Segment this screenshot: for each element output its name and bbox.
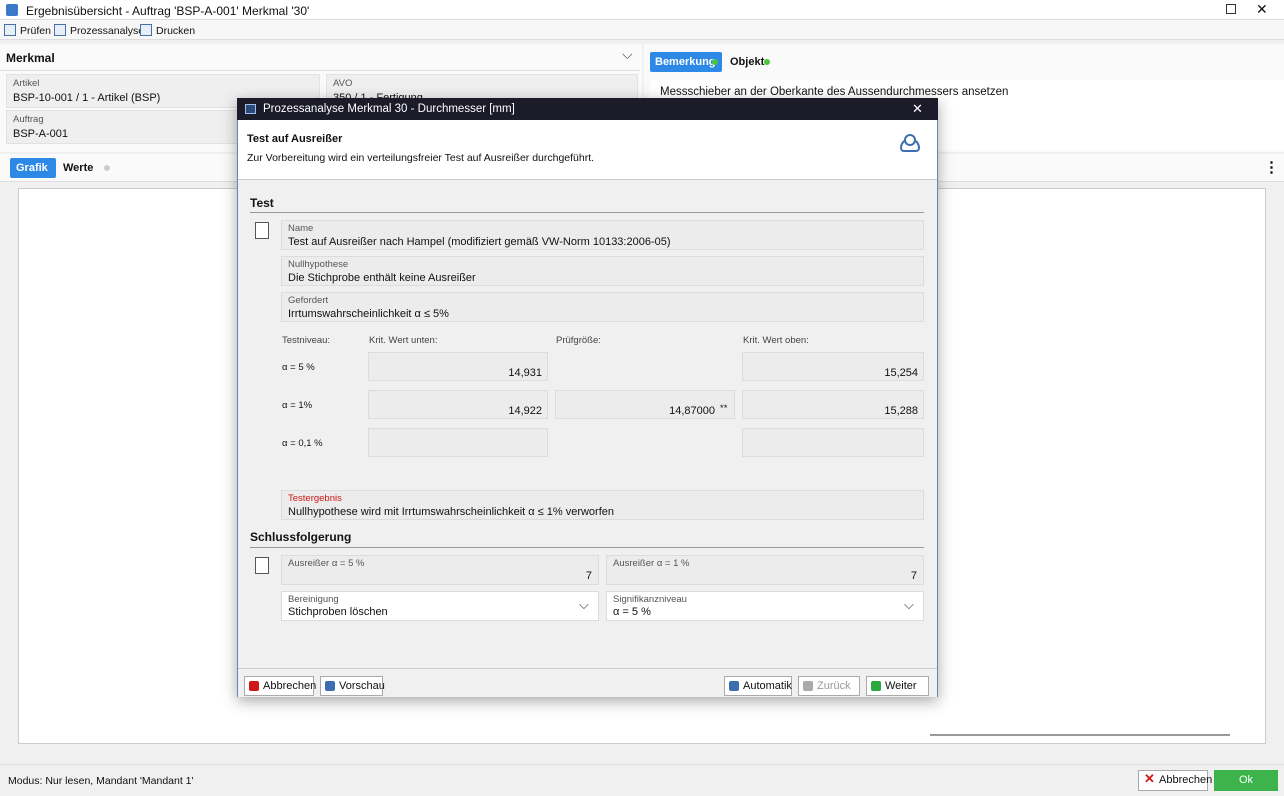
field-value: 7: [617, 570, 917, 582]
toolbar-button[interactable]: Prozessanalyse: [70, 25, 144, 37]
field-label: Bereinigung: [288, 594, 339, 605]
dropdown-chevron[interactable]: ⌵: [904, 597, 914, 613]
field-value: Die Stichprobe enthält keine Ausreißer: [288, 272, 476, 284]
table-header: Testniveau:: [282, 335, 330, 346]
field-value: Test auf Ausreißer nach Hampel (modifizi…: [288, 236, 671, 248]
status-dot: [104, 165, 110, 171]
doc-icon: [255, 222, 269, 239]
button-label[interactable]: Abbrechen: [1159, 774, 1212, 786]
significance-flag: **: [720, 403, 727, 414]
more-menu[interactable]: ⋮: [1264, 158, 1279, 176]
section-title: Merkmal: [6, 51, 55, 65]
field-label: Auftrag: [13, 114, 44, 125]
field-label: Nullhypothese: [288, 259, 348, 270]
field-label: AVO: [333, 78, 352, 89]
section-title: Schlussfolgerung: [250, 530, 351, 544]
critical-upper: 15,254: [618, 367, 918, 379]
table-header: Krit. Wert oben:: [743, 335, 809, 346]
button-label[interactable]: Automatik: [743, 680, 792, 692]
button-icon: [249, 681, 259, 691]
field-label: Name: [288, 223, 313, 234]
status-text: Modus: Nur lesen, Mandant 'Mandant 1': [8, 775, 194, 787]
critical-lower: 14,931: [242, 367, 542, 379]
dropdown-value[interactable]: α = 5 %: [613, 606, 651, 618]
button-icon: [325, 681, 335, 691]
tab-label[interactable]: Grafik: [16, 162, 48, 174]
dialog-close[interactable]: ✕: [912, 101, 923, 117]
test-level: α = 0,1 %: [282, 438, 323, 449]
toolbar-icon: [54, 24, 66, 36]
field-label: Artikel: [13, 78, 39, 89]
value-box: [742, 428, 924, 457]
result-text: Nullhypothese wird mit Irrtumswahrschein…: [288, 506, 614, 518]
dropdown-value[interactable]: Stichproben löschen: [288, 606, 388, 618]
button-label[interactable]: Weiter: [885, 680, 917, 692]
close-button[interactable]: ✕: [1256, 1, 1268, 18]
toolbar-button[interactable]: Drucken: [156, 25, 195, 37]
tab-label[interactable]: Werte: [63, 162, 93, 174]
section-title: Test: [250, 196, 274, 210]
value-box: [368, 428, 548, 457]
collapse-chevron[interactable]: ⌵: [622, 46, 633, 63]
field-value: 7: [292, 570, 592, 582]
section-rule: [250, 212, 924, 213]
field-value: BSP-A-001: [13, 128, 68, 140]
assistant-icon: [904, 134, 916, 146]
icon-x: ✕: [1144, 771, 1155, 787]
dialog-heading: Test auf Ausreißer: [247, 133, 342, 145]
field-label: Signifikanzniveau: [613, 594, 687, 605]
button-label[interactable]: Vorschau: [339, 680, 385, 692]
button-label[interactable]: Ok: [1214, 774, 1278, 786]
toolbar-button[interactable]: Prüfen: [20, 25, 51, 37]
dialog-header: [238, 120, 937, 180]
maximize-button[interactable]: [1226, 4, 1236, 14]
tab-label[interactable]: Bemerkung: [655, 56, 716, 68]
button-label[interactable]: Zurück: [817, 680, 851, 692]
status-dot: [764, 59, 770, 65]
dialog-icon: [245, 104, 256, 114]
table-header: Krit. Wert unten:: [369, 335, 437, 346]
section-rule: [250, 547, 924, 548]
window-title: Ergebnisübersicht - Auftrag 'BSP-A-001' …: [26, 4, 309, 18]
button-icon: [729, 681, 739, 691]
remark-text: Messschieber an der Oberkante des Aussen…: [660, 86, 1008, 98]
divider: [0, 70, 640, 71]
dialog-title: Prozessanalyse Merkmal 30 - Durchmesser …: [263, 103, 515, 115]
field-value: Irrtumswahrscheinlichkeit α ≤ 5%: [288, 308, 449, 320]
status-dot: [712, 59, 718, 65]
result-label: Testergebnis: [288, 493, 342, 504]
button-icon: [803, 681, 813, 691]
button-icon: [871, 681, 881, 691]
field-value: BSP-10-001 / 1 - Artikel (BSP): [13, 92, 160, 104]
button-label[interactable]: Abbrechen: [263, 680, 316, 692]
dialog-description: Zur Vorbereitung wird ein verteilungsfre…: [247, 152, 594, 164]
report-icon: [255, 557, 269, 574]
dropdown-chevron[interactable]: ⌵: [579, 597, 589, 613]
scrollbar: [930, 734, 1230, 736]
field-label: Ausreißer α = 5 %: [288, 558, 365, 569]
toolbar-icon: [4, 24, 16, 36]
table-header: Prüfgröße:: [556, 335, 601, 346]
field-label: Ausreißer α = 1 %: [613, 558, 690, 569]
field-label: Gefordert: [288, 295, 328, 306]
tab-label[interactable]: Objekt: [730, 56, 764, 68]
app-icon: [6, 4, 18, 16]
toolbar-icon: [140, 24, 152, 36]
test-statistic: 14,87000: [415, 405, 715, 417]
